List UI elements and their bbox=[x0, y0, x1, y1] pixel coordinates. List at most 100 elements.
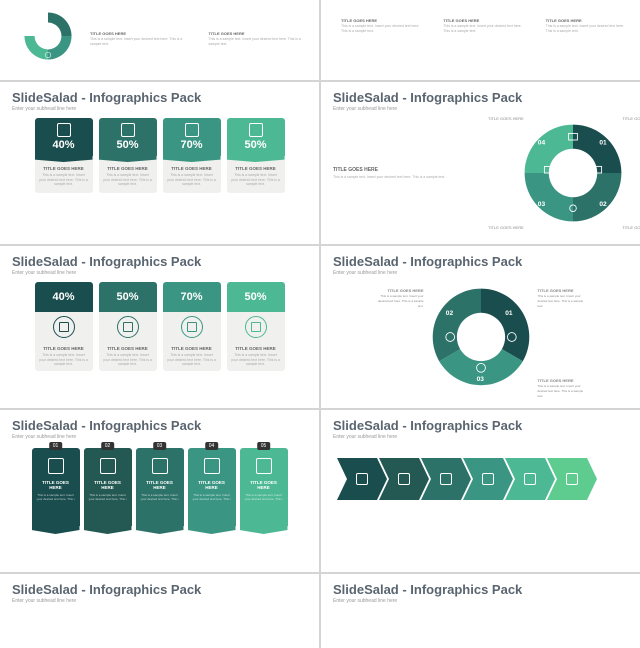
slide-heading: SlideSalad - Infographics Pack bbox=[12, 254, 307, 269]
bookmark-card: 40% TITLE GOES HERE This is a sample tex… bbox=[35, 118, 93, 193]
list-item: TITLE GOES HEREThis is a sample text. In… bbox=[341, 18, 423, 33]
list-item: TITLE GOES HEREThis is a sample text. In… bbox=[209, 31, 308, 46]
percentage-value: 50% bbox=[99, 282, 157, 312]
slide-heading: SlideSalad - Infographics Pack bbox=[12, 418, 307, 433]
chevron-label: TITLE GOES HERE bbox=[345, 444, 381, 449]
slide-subheading: Enter your subhead line here bbox=[333, 598, 628, 604]
slide-heading: SlideSalad - Infographics Pack bbox=[333, 90, 628, 105]
ribbon-banner: 03 TITLE GOESHERE This is a sample text.… bbox=[136, 446, 184, 526]
ribbon-body: This is a sample text. Insert your desir… bbox=[84, 494, 132, 502]
step-number: 03 bbox=[153, 442, 167, 450]
cart-icon bbox=[440, 473, 452, 485]
ribbon-banner: 01 TITLE GOESHERE This is a sample text.… bbox=[32, 446, 80, 526]
card-title: TITLE GOES HERE bbox=[103, 346, 153, 351]
analytics-icon bbox=[187, 322, 197, 332]
chat-icon bbox=[256, 458, 272, 474]
card-body: This is a sample text. Insert your desir… bbox=[231, 353, 281, 367]
slide-subheading: Enter your subhead line here bbox=[12, 106, 307, 112]
card-title: TITLE GOES HERE bbox=[167, 346, 217, 351]
slide-donut-3seg: SlideSalad - Infographics Pack Enter you… bbox=[321, 246, 640, 408]
percentage-value: 70% bbox=[163, 282, 221, 312]
percentage-value: 50% bbox=[244, 139, 266, 151]
search-icon bbox=[204, 458, 220, 474]
slide-subheading: Enter your subhead line here bbox=[12, 434, 307, 440]
percentage-value: 40% bbox=[35, 282, 93, 312]
chat-icon bbox=[524, 473, 536, 485]
slide-partial-bottom: SlideSalad - Infographics Pack Enter you… bbox=[0, 574, 319, 648]
svg-text:03: 03 bbox=[538, 201, 546, 208]
tag-icon bbox=[185, 123, 199, 137]
cart-icon bbox=[121, 123, 135, 137]
ribbon-title: TITLE GOESHERE bbox=[146, 480, 173, 491]
card-body: This is a sample text. Insert your desir… bbox=[39, 353, 89, 367]
list-item: TITLE GOES HEREThis is a sample text. In… bbox=[443, 18, 525, 33]
step-number: 05 bbox=[257, 442, 271, 450]
svg-text:03: 03 bbox=[476, 376, 484, 383]
slide-heading: SlideSalad - Infographics Pack bbox=[333, 254, 628, 269]
tag-icon bbox=[482, 473, 494, 485]
layers-icon bbox=[100, 458, 116, 474]
ribbon-banner: 04 TITLE GOESHERE This is a sample text.… bbox=[188, 446, 236, 526]
card-body: This is a sample text. Insert your desir… bbox=[39, 173, 89, 187]
ribbon-body: This is a sample text. Insert your desir… bbox=[240, 494, 288, 502]
chevron-label: TITLE GOES HERE bbox=[387, 509, 423, 514]
bookmark-card: 50% TITLE GOES HERE This is a sample tex… bbox=[227, 118, 285, 193]
svg-text:01: 01 bbox=[599, 139, 607, 146]
layers-icon bbox=[398, 473, 410, 485]
step-number: 01 bbox=[49, 442, 63, 450]
pill-card: 50% TITLE GOES HERE This is a sample tex… bbox=[227, 282, 285, 371]
ribbon-body: This is a sample text. Insert your desir… bbox=[188, 494, 236, 502]
card-body: This is a sample text. Insert your desir… bbox=[103, 173, 153, 187]
slide-chevron-process: SlideSalad - Infographics Pack Enter you… bbox=[321, 410, 640, 572]
ribbon-title: TITLE GOESHERE bbox=[198, 480, 225, 491]
slide-ribbon-banners: SlideSalad - Infographics Pack Enter you… bbox=[0, 410, 319, 572]
svg-text:02: 02 bbox=[445, 310, 453, 317]
slide-donut-4seg: SlideSalad - Infographics Pack Enter you… bbox=[321, 82, 640, 244]
slide-partial-bottom: SlideSalad - Infographics Pack Enter you… bbox=[321, 574, 640, 648]
step-number: 02 bbox=[101, 442, 115, 450]
slide-bookmarks: SlideSalad - Infographics Pack Enter you… bbox=[0, 82, 319, 244]
truck-icon bbox=[566, 473, 578, 485]
segment-label: TITLE GOES HEREThis is a sample text. In… bbox=[538, 378, 584, 398]
slide-subheading: Enter your subhead line here bbox=[333, 106, 628, 112]
segment-label: TITLE GOES HEREThis is a sample text. In… bbox=[378, 288, 424, 308]
slide-heading: SlideSalad - Infographics Pack bbox=[333, 418, 628, 433]
slide-partial-list: TITLE GOES HEREThis is a sample text. In… bbox=[321, 0, 640, 80]
bookmark-card: 70% TITLE GOES HERE This is a sample tex… bbox=[163, 118, 221, 193]
ribbon-banner: 05 TITLE GOESHERE This is a sample text.… bbox=[240, 446, 288, 526]
percentage-value: 50% bbox=[116, 139, 138, 151]
slide-subheading: Enter your subhead line here bbox=[333, 434, 628, 440]
layers-icon bbox=[123, 322, 133, 332]
slide-partial-ring: TITLE GOES HEREThis is a sample text. In… bbox=[0, 0, 319, 80]
pill-card: 40% TITLE GOES HERE This is a sample tex… bbox=[35, 282, 93, 371]
ribbon-body: This is a sample text. Insert your desir… bbox=[136, 494, 184, 502]
bookmark-card: 50% TITLE GOES HERE This is a sample tex… bbox=[99, 118, 157, 193]
step-number: 04 bbox=[205, 442, 219, 450]
slide-subheading: Enter your subhead line here bbox=[12, 270, 307, 276]
chat-icon bbox=[57, 123, 71, 137]
card-title: TITLE GOES HERE bbox=[167, 166, 217, 171]
slide-heading: SlideSalad - Infographics Pack bbox=[333, 582, 628, 597]
chevron-label: TITLE GOES HERE bbox=[555, 509, 591, 514]
ribbon-banner: 02 TITLE GOESHERE This is a sample text.… bbox=[84, 446, 132, 526]
chevron-label: TITLE GOES HERE bbox=[471, 509, 507, 514]
gear-icon bbox=[356, 473, 368, 485]
card-title: TITLE GOES HERE bbox=[231, 166, 281, 171]
svg-text:02: 02 bbox=[599, 201, 607, 208]
slide-subheading: Enter your subhead line here bbox=[333, 270, 628, 276]
card-title: TITLE GOES HERE bbox=[103, 166, 153, 171]
svg-text:01: 01 bbox=[505, 310, 513, 317]
segment-label: TITLE GOES HEREThis is a sample text. In… bbox=[538, 288, 584, 308]
ribbon-title: TITLE GOESHERE bbox=[250, 480, 277, 491]
donut-chart-3: 01 03 02 TITLE GOES HEREThis is a sample… bbox=[426, 282, 536, 392]
gear-icon bbox=[249, 123, 263, 137]
list-item: TITLE GOES HEREThis is a sample text. In… bbox=[546, 18, 628, 33]
megaphone-icon bbox=[59, 322, 69, 332]
donut-description: TITLE GOES HERE This is a sample text. I… bbox=[333, 167, 500, 180]
ribbon-body: This is a sample text. Insert your desir… bbox=[32, 494, 80, 502]
list-item: TITLE GOES HEREThis is a sample text. In… bbox=[90, 31, 189, 46]
megaphone-icon bbox=[48, 458, 64, 474]
ribbon-title: TITLE GOESHERE bbox=[42, 480, 69, 491]
slide-heading: SlideSalad - Infographics Pack bbox=[12, 582, 307, 597]
card-body: This is a sample text. Insert your desir… bbox=[167, 353, 217, 367]
